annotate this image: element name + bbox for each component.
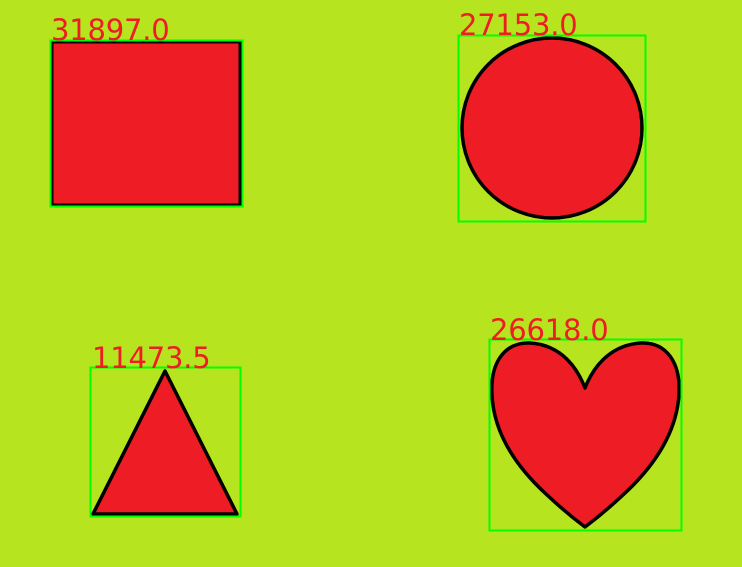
circle-bounding-box bbox=[457, 34, 647, 223]
heart-shape bbox=[490, 341, 681, 529]
triangle-bounding-box bbox=[89, 366, 242, 518]
heart-bounding-box bbox=[488, 338, 683, 532]
triangle-area-label: 11473.5 bbox=[92, 341, 211, 375]
square-shape bbox=[50, 40, 242, 207]
square-area-label: 31897.0 bbox=[51, 13, 170, 47]
triangle-shape-group: 11473.5 bbox=[89, 341, 242, 518]
square-bounding-box bbox=[49, 39, 244, 208]
circle-shape bbox=[460, 36, 644, 220]
circle-shape-group: 27153.0 bbox=[457, 8, 647, 223]
heart-area-label: 26618.0 bbox=[490, 313, 609, 347]
heart-shape-group: 26618.0 bbox=[488, 313, 683, 532]
triangle-shape bbox=[91, 369, 239, 516]
circle-area-label: 27153.0 bbox=[459, 8, 578, 42]
square-shape-group: 31897.0 bbox=[49, 13, 244, 208]
